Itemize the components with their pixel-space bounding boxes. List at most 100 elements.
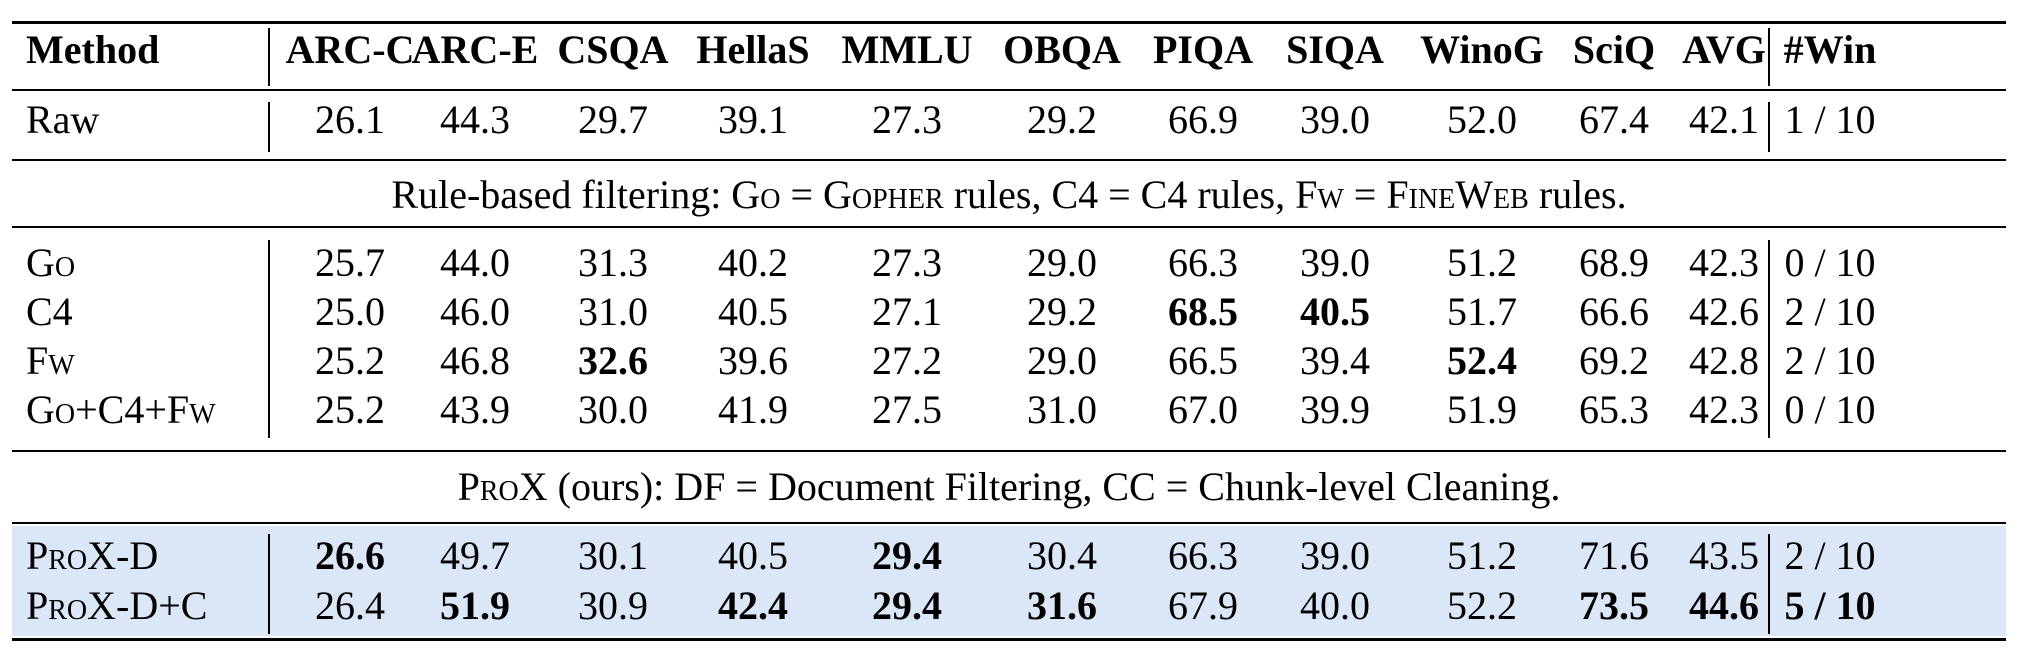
cell-go-2: 31.3 <box>578 240 648 285</box>
cell-go-9: 68.9 <box>1579 240 1649 285</box>
header-win: #Win <box>1783 27 1877 72</box>
cell-proxd-11: 2 / 10 <box>1784 533 1876 578</box>
cell-proxdc-1: 51.9 <box>440 583 510 628</box>
cell-go-3: 40.2 <box>718 240 788 285</box>
section2-rule <box>12 522 2006 524</box>
cell-proxd-0: 26.6 <box>315 533 385 578</box>
cell-combo-0: 25.2 <box>315 387 385 432</box>
method-combo: Go+C4+Fw <box>26 387 216 432</box>
method-proxd: ProX-D <box>26 533 159 578</box>
cell-combo-9: 65.3 <box>1579 387 1649 432</box>
section-rule-based: Rule-based filtering: Go = Gopher rules,… <box>391 172 1627 217</box>
header-csqa: CSQA <box>557 27 669 72</box>
header-hellas: HellaS <box>696 27 810 72</box>
cell-fw-9: 69.2 <box>1579 338 1649 383</box>
cell-go-6: 66.3 <box>1168 240 1238 285</box>
cell-proxdc-2: 30.9 <box>578 583 648 628</box>
cell-raw-5: 29.2 <box>1027 97 1097 142</box>
vline-method-rules <box>268 240 270 438</box>
cell-combo-11: 0 / 10 <box>1784 387 1876 432</box>
section1-rule <box>12 226 2006 228</box>
cell-go-8: 51.2 <box>1447 240 1517 285</box>
cell-combo-7: 39.9 <box>1300 387 1370 432</box>
cell-raw-8: 52.0 <box>1447 97 1517 142</box>
row-raw: Raw 26.1 44.3 29.7 39.1 27.3 29.2 66.9 39.0 52.0 6… <box>12 95 2006 145</box>
header-winog: WinoG <box>1420 27 1544 72</box>
cell-fw-11: 2 / 10 <box>1784 338 1876 383</box>
row-go: Go 25.7 44.0 31.3 40.2 27.3 29.0 66.3 39.0 51.2 68… <box>12 238 2006 288</box>
cell-proxd-6: 66.3 <box>1168 533 1238 578</box>
header-rule <box>12 89 2006 91</box>
cell-proxdc-9: 73.5 <box>1579 583 1649 628</box>
cell-proxdc-7: 40.0 <box>1300 583 1370 628</box>
header-sciq: SciQ <box>1572 27 1656 72</box>
cell-raw-6: 66.9 <box>1168 97 1238 142</box>
cell-fw-2: 32.6 <box>578 338 648 383</box>
cell-proxd-3: 40.5 <box>718 533 788 578</box>
cell-fw-4: 27.2 <box>872 338 942 383</box>
cell-raw-9: 67.4 <box>1579 97 1649 142</box>
cell-fw-7: 39.4 <box>1300 338 1370 383</box>
cell-fw-6: 66.5 <box>1168 338 1238 383</box>
header-row: Method ARC-C ARC-E CSQA HellaS MMLU OBQA PIQA SI… <box>12 25 2006 75</box>
cell-combo-1: 43.9 <box>440 387 510 432</box>
cell-c4-9: 66.6 <box>1579 289 1649 334</box>
cell-combo-10: 42.3 <box>1689 387 1759 432</box>
rule-block-rule <box>12 450 2006 452</box>
cell-fw-0: 25.2 <box>315 338 385 383</box>
method-go: Go <box>26 240 76 285</box>
cell-c4-5: 29.2 <box>1027 289 1097 334</box>
cell-c4-2: 31.0 <box>578 289 648 334</box>
cell-fw-3: 39.6 <box>718 338 788 383</box>
header-piqa: PIQA <box>1153 27 1253 72</box>
cell-combo-5: 31.0 <box>1027 387 1097 432</box>
method-raw: Raw <box>26 97 100 142</box>
cell-c4-3: 40.5 <box>718 289 788 334</box>
cell-proxd-10: 43.5 <box>1689 533 1759 578</box>
cell-raw-1: 44.3 <box>440 97 510 142</box>
header-siqa: SIQA <box>1286 27 1384 72</box>
cell-proxd-7: 39.0 <box>1300 533 1370 578</box>
vline-method-raw <box>268 102 270 152</box>
method-c4: C4 <box>26 289 73 334</box>
cell-go-4: 27.3 <box>872 240 942 285</box>
vline-avg-prox <box>1768 534 1770 634</box>
cell-fw-10: 42.8 <box>1689 338 1759 383</box>
prox-highlight <box>12 526 2006 636</box>
cell-combo-4: 27.5 <box>872 387 942 432</box>
cell-proxdc-8: 52.2 <box>1447 583 1517 628</box>
cell-go-5: 29.0 <box>1027 240 1097 285</box>
cell-combo-2: 30.0 <box>578 387 648 432</box>
cell-proxd-1: 49.7 <box>440 533 510 578</box>
cell-combo-3: 41.9 <box>718 387 788 432</box>
header-method: Method <box>26 27 160 72</box>
header-obqa: OBQA <box>1003 27 1121 72</box>
cell-proxdc-11: 5 / 10 <box>1784 583 1876 628</box>
header-avg: AVG <box>1682 27 1766 72</box>
cell-c4-0: 25.0 <box>315 289 385 334</box>
vline-avg-hdr <box>1768 28 1770 86</box>
cell-go-11: 0 / 10 <box>1784 240 1876 285</box>
cell-go-1: 44.0 <box>440 240 510 285</box>
section-prox: ProX (ours): DF = Document Filtering, CC… <box>457 464 1561 509</box>
cell-raw-2: 29.7 <box>578 97 648 142</box>
cell-proxd-8: 51.2 <box>1447 533 1517 578</box>
raw-rule <box>12 159 2006 161</box>
cell-proxd-9: 71.6 <box>1579 533 1649 578</box>
cell-go-0: 25.7 <box>315 240 385 285</box>
cell-combo-8: 51.9 <box>1447 387 1517 432</box>
bottom-rule <box>12 638 2006 641</box>
cell-fw-1: 46.8 <box>440 338 510 383</box>
cell-proxdc-3: 42.4 <box>718 583 788 628</box>
vline-avg-rules <box>1768 240 1770 438</box>
cell-proxdc-0: 26.4 <box>315 583 385 628</box>
cell-go-10: 42.3 <box>1689 240 1759 285</box>
cell-c4-11: 2 / 10 <box>1784 289 1876 334</box>
header-mmlu: MMLU <box>841 27 973 72</box>
header-arce: ARC-E <box>411 27 539 72</box>
cell-fw-5: 29.0 <box>1027 338 1097 383</box>
cell-raw-0: 26.1 <box>315 97 385 142</box>
cell-proxdc-5: 31.6 <box>1027 583 1097 628</box>
method-fw: Fw <box>26 338 75 383</box>
method-proxdc: ProX-D+C <box>26 583 208 628</box>
